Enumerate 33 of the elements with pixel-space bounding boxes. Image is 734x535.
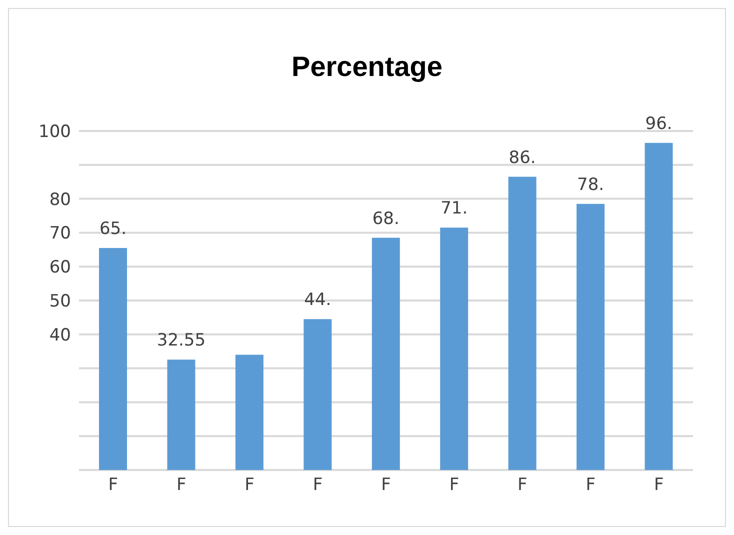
bar <box>99 248 127 470</box>
x-tick-label: F <box>176 475 186 496</box>
bar <box>576 204 605 470</box>
y-tick-label: 70 <box>49 224 71 244</box>
chart-title: Percentage <box>290 50 444 84</box>
bar <box>235 354 264 470</box>
data-label: 44. <box>304 290 332 310</box>
data-label: 78. <box>577 174 604 195</box>
bar <box>440 228 468 470</box>
x-tick-label: F <box>312 475 323 496</box>
data-label: 32.55 <box>156 330 206 351</box>
x-tick-label: F <box>108 475 118 496</box>
y-tick-label: 40 <box>49 325 71 346</box>
data-label: 65. <box>99 218 127 239</box>
data-label: 96. <box>645 114 672 134</box>
data-label: 71. <box>440 198 468 219</box>
x-tick-label: F <box>518 475 528 496</box>
bar <box>372 238 400 470</box>
y-tick-label: 100 <box>38 122 71 142</box>
bar <box>644 142 673 470</box>
x-tick-label: F <box>381 475 391 496</box>
bar <box>508 176 536 470</box>
x-tick-label: F <box>654 475 664 496</box>
x-tick-label: F <box>244 475 254 496</box>
y-tick-label: 80 <box>49 190 71 210</box>
data-label: 68. <box>372 208 400 229</box>
x-tick-label: F <box>586 475 596 496</box>
y-tick-label: 50 <box>49 292 71 312</box>
y-tick-label: 60 <box>49 258 71 278</box>
bar <box>167 360 196 470</box>
bar <box>304 319 332 470</box>
data-label: 86. <box>508 148 536 168</box>
x-tick-label: F <box>449 475 460 496</box>
